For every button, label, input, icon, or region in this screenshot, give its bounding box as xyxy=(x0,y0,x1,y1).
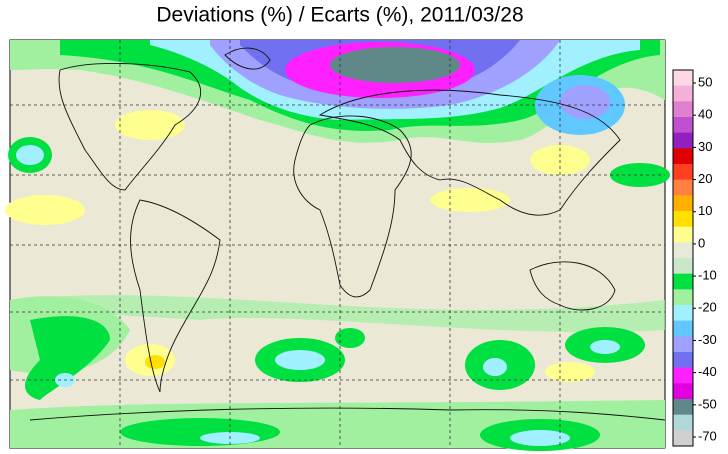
colorbar-tick-label: -30 xyxy=(698,332,717,347)
colorbar-tick-label: 20 xyxy=(698,171,712,186)
coastline xyxy=(29,407,666,421)
colorbar-tick-label: -40 xyxy=(698,364,717,379)
coastline xyxy=(224,47,271,70)
colorbar-band xyxy=(673,399,693,416)
colorbar-band xyxy=(673,85,693,102)
colorbar-band xyxy=(673,132,693,149)
colorbar-frame xyxy=(672,69,694,447)
contour xyxy=(10,295,665,333)
colorbar-band xyxy=(673,242,693,259)
coastline xyxy=(293,115,412,298)
colorbar-band xyxy=(673,101,693,118)
contour xyxy=(145,355,165,369)
colorbar-tick-label: -20 xyxy=(698,300,717,315)
colorbar-band xyxy=(673,273,693,290)
contour xyxy=(483,358,507,376)
contour xyxy=(275,350,325,370)
map-title: Deviations (%) / Ecarts (%), 2011/03/28 xyxy=(156,4,523,27)
colorbar-band xyxy=(673,148,693,165)
contour xyxy=(545,362,595,382)
colorbar-tick-label: 30 xyxy=(698,139,712,154)
colorbar-band xyxy=(673,164,693,181)
colorbar-band xyxy=(673,258,693,275)
contour xyxy=(330,47,460,83)
colorbar-band xyxy=(673,352,693,369)
colorbar-band xyxy=(673,367,693,384)
colorbar-band xyxy=(673,414,693,431)
contour xyxy=(335,328,365,348)
contour xyxy=(25,316,110,400)
colorbar-tick-label: -10 xyxy=(698,268,717,283)
coastline xyxy=(130,199,221,393)
map xyxy=(5,39,670,451)
colorbar-band xyxy=(673,211,693,228)
contour xyxy=(510,430,570,446)
coastline xyxy=(58,63,202,191)
contour xyxy=(430,188,510,212)
graticule xyxy=(10,40,665,448)
colorbar: 50 40 30 20 10 0 -10 -20 -30 -40 -50 -70 xyxy=(672,69,717,447)
colorbar-band xyxy=(673,226,693,243)
colorbar-band xyxy=(673,430,693,447)
colorbar-band xyxy=(673,305,693,322)
colorbar-band xyxy=(673,336,693,353)
colorbar-band xyxy=(673,179,693,196)
colorbar-band xyxy=(673,195,693,212)
coastline xyxy=(529,261,616,311)
colorbar-tick-label: -50 xyxy=(698,396,717,411)
contour xyxy=(16,145,44,165)
contour xyxy=(115,110,185,140)
colorbar-tick-label: 40 xyxy=(698,107,712,122)
colorbar-tick-label: 0 xyxy=(698,235,705,250)
contour xyxy=(560,85,610,119)
contour xyxy=(120,418,280,446)
colorbar-band xyxy=(673,383,693,400)
colorbar-tick-label: 50 xyxy=(698,74,712,89)
colorbar-band xyxy=(673,289,693,306)
contour xyxy=(590,340,620,354)
colorbar-band xyxy=(673,320,693,337)
contour xyxy=(5,195,85,225)
colorbar-tick-label: -70 xyxy=(698,428,717,443)
colorbar-tick-label: 10 xyxy=(698,203,712,218)
colorbar-band xyxy=(673,117,693,134)
colorbar-band xyxy=(673,70,693,87)
